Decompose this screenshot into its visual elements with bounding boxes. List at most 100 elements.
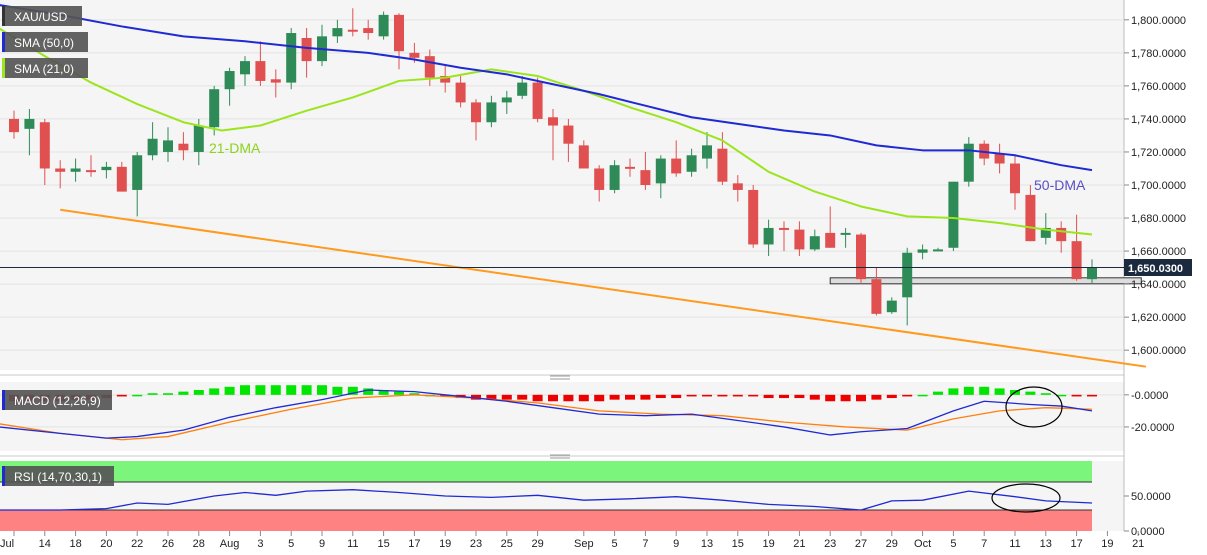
candle-body xyxy=(594,168,605,190)
candle xyxy=(625,158,635,177)
candle-body xyxy=(209,89,220,128)
macd-histogram-bar xyxy=(763,394,774,399)
candle-body xyxy=(501,97,512,103)
candle-body xyxy=(240,61,250,75)
candle-body xyxy=(270,79,281,83)
candle xyxy=(686,148,697,177)
candle xyxy=(994,143,1005,174)
candle-body xyxy=(840,232,851,235)
candle xyxy=(178,132,189,161)
macd-histogram-bar xyxy=(1040,393,1051,395)
candle-body xyxy=(532,82,543,119)
x-tick-label: 5 xyxy=(612,538,618,550)
candle xyxy=(917,244,928,260)
candle-body xyxy=(440,75,451,83)
candle xyxy=(963,137,974,187)
candle-body xyxy=(178,143,189,151)
candle-body xyxy=(917,249,928,253)
macd-highlight-circle xyxy=(1005,386,1063,428)
rsi-overbought-zone xyxy=(0,461,1092,482)
candle-body xyxy=(39,122,50,169)
candle-body xyxy=(486,102,497,123)
macd-histogram-bar xyxy=(933,391,943,395)
candle xyxy=(671,140,682,177)
price-tick-label: 1,680.0000 xyxy=(1131,213,1186,225)
x-tick-label: 3 xyxy=(257,538,263,550)
sma21-line xyxy=(0,27,1093,236)
candle xyxy=(39,118,50,185)
candle xyxy=(825,206,836,248)
candle xyxy=(209,85,220,136)
macd-histogram-bar xyxy=(1071,394,1082,397)
candle xyxy=(55,160,66,189)
candle-body xyxy=(378,14,389,37)
pane-resize-handle[interactable] xyxy=(550,454,570,459)
candle xyxy=(378,11,389,40)
rsi-oversold-zone xyxy=(0,510,1092,531)
macd-histogram-bar xyxy=(825,394,836,402)
support-zone xyxy=(829,277,1142,285)
price-tick-label: 1,660.0000 xyxy=(1131,246,1186,258)
x-tick-label: 9 xyxy=(319,538,325,550)
macd-histogram-bar xyxy=(655,394,666,399)
macd-histogram-bar xyxy=(640,394,651,400)
x-tick-label: 23 xyxy=(470,538,482,550)
candle xyxy=(347,8,358,37)
x-tick-label: 19 xyxy=(439,538,451,550)
macd-tick-label: -20.0000 xyxy=(1131,422,1174,434)
macd-histogram-bar xyxy=(532,394,543,402)
macd-histogram-bar xyxy=(548,394,558,402)
legend-rsi-label: RSI (14,70,30,1) xyxy=(14,470,102,484)
trendline-segment xyxy=(60,208,1147,368)
candle-body xyxy=(732,183,743,190)
macd-histogram-bar xyxy=(856,394,866,402)
candle xyxy=(594,165,605,202)
macd-histogram-bar xyxy=(917,394,928,397)
candle-body xyxy=(1025,194,1036,242)
macd-histogram-bar xyxy=(317,385,327,395)
macd-histogram-bar xyxy=(794,394,805,399)
x-tick-label: Jul xyxy=(0,538,14,550)
candle xyxy=(578,140,589,169)
candle xyxy=(1087,259,1097,285)
x-tick-label: 20 xyxy=(100,538,112,550)
candle-body xyxy=(363,28,374,34)
price-tick-label: 1,720.0000 xyxy=(1131,147,1186,159)
candle xyxy=(147,122,158,161)
candle-body xyxy=(163,140,173,152)
x-tick-label: 29 xyxy=(531,538,543,550)
candle xyxy=(748,185,759,248)
candle xyxy=(1071,214,1082,281)
legend-macd[interactable]: MACD (12,26,9) xyxy=(2,390,112,410)
macd-histogram-bar xyxy=(471,394,481,400)
x-tick-label: 17 xyxy=(1070,538,1082,550)
legend-rsi[interactable]: RSI (14,70,30,1) xyxy=(2,466,114,486)
candle-body xyxy=(625,166,635,169)
macd-histogram-bar xyxy=(363,388,374,395)
candle xyxy=(132,151,143,217)
candle-body xyxy=(902,252,913,298)
candle-body xyxy=(886,300,897,313)
x-tick-label: 13 xyxy=(701,538,713,550)
x-tick-label: 5 xyxy=(288,538,294,550)
macd-histogram-bar xyxy=(440,394,451,397)
macd-histogram-bar xyxy=(409,393,420,395)
legend-sma21-label: SMA (21,0) xyxy=(14,62,74,76)
legend-xauusd[interactable]: XAU/USD xyxy=(2,6,82,26)
macd-histogram-bar xyxy=(609,394,620,400)
macd-histogram-bar xyxy=(178,391,189,395)
pane-resize-handle[interactable] xyxy=(550,375,570,380)
candle-body xyxy=(424,56,435,78)
candle xyxy=(856,232,866,285)
candle-body xyxy=(471,102,481,123)
candle-body xyxy=(1056,227,1067,242)
macd-histogram-bar xyxy=(948,388,959,395)
legend-sma21[interactable]: SMA (21,0) xyxy=(2,58,88,78)
x-tick-label: 17 xyxy=(408,538,420,550)
candle xyxy=(933,247,943,252)
candle xyxy=(24,109,35,156)
legend-sma50[interactable]: SMA (50,0) xyxy=(2,32,88,52)
x-tick-label: 11 xyxy=(1009,538,1020,550)
candle xyxy=(609,160,620,194)
macd-signal-line xyxy=(0,394,1093,441)
